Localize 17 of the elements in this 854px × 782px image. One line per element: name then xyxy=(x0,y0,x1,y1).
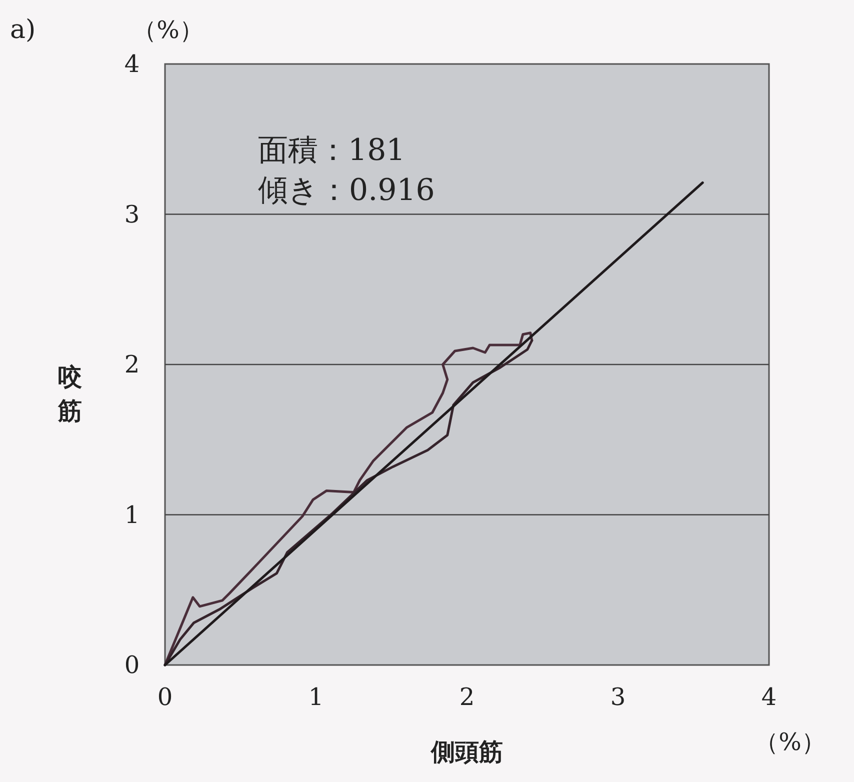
ytick: 0 xyxy=(124,651,140,679)
annotation: 傾き：0.916 xyxy=(258,173,435,208)
xtick: 3 xyxy=(610,683,626,711)
ytick: 3 xyxy=(124,200,140,228)
xtick: 4 xyxy=(761,683,777,711)
xlabel: 側頭筋 xyxy=(431,739,503,766)
xtick: 0 xyxy=(157,683,173,711)
xtick: 2 xyxy=(459,683,475,711)
ytick: 2 xyxy=(124,350,140,378)
xtick: 1 xyxy=(308,683,324,711)
ytick: 1 xyxy=(124,500,140,529)
annotation: （%） xyxy=(754,728,826,756)
ylabel: 咬筋 xyxy=(58,364,82,425)
ytick: 4 xyxy=(124,50,140,78)
annotation: 面積：181 xyxy=(258,133,406,168)
annotation: a) xyxy=(10,15,36,45)
annotation: （%） xyxy=(132,16,204,44)
